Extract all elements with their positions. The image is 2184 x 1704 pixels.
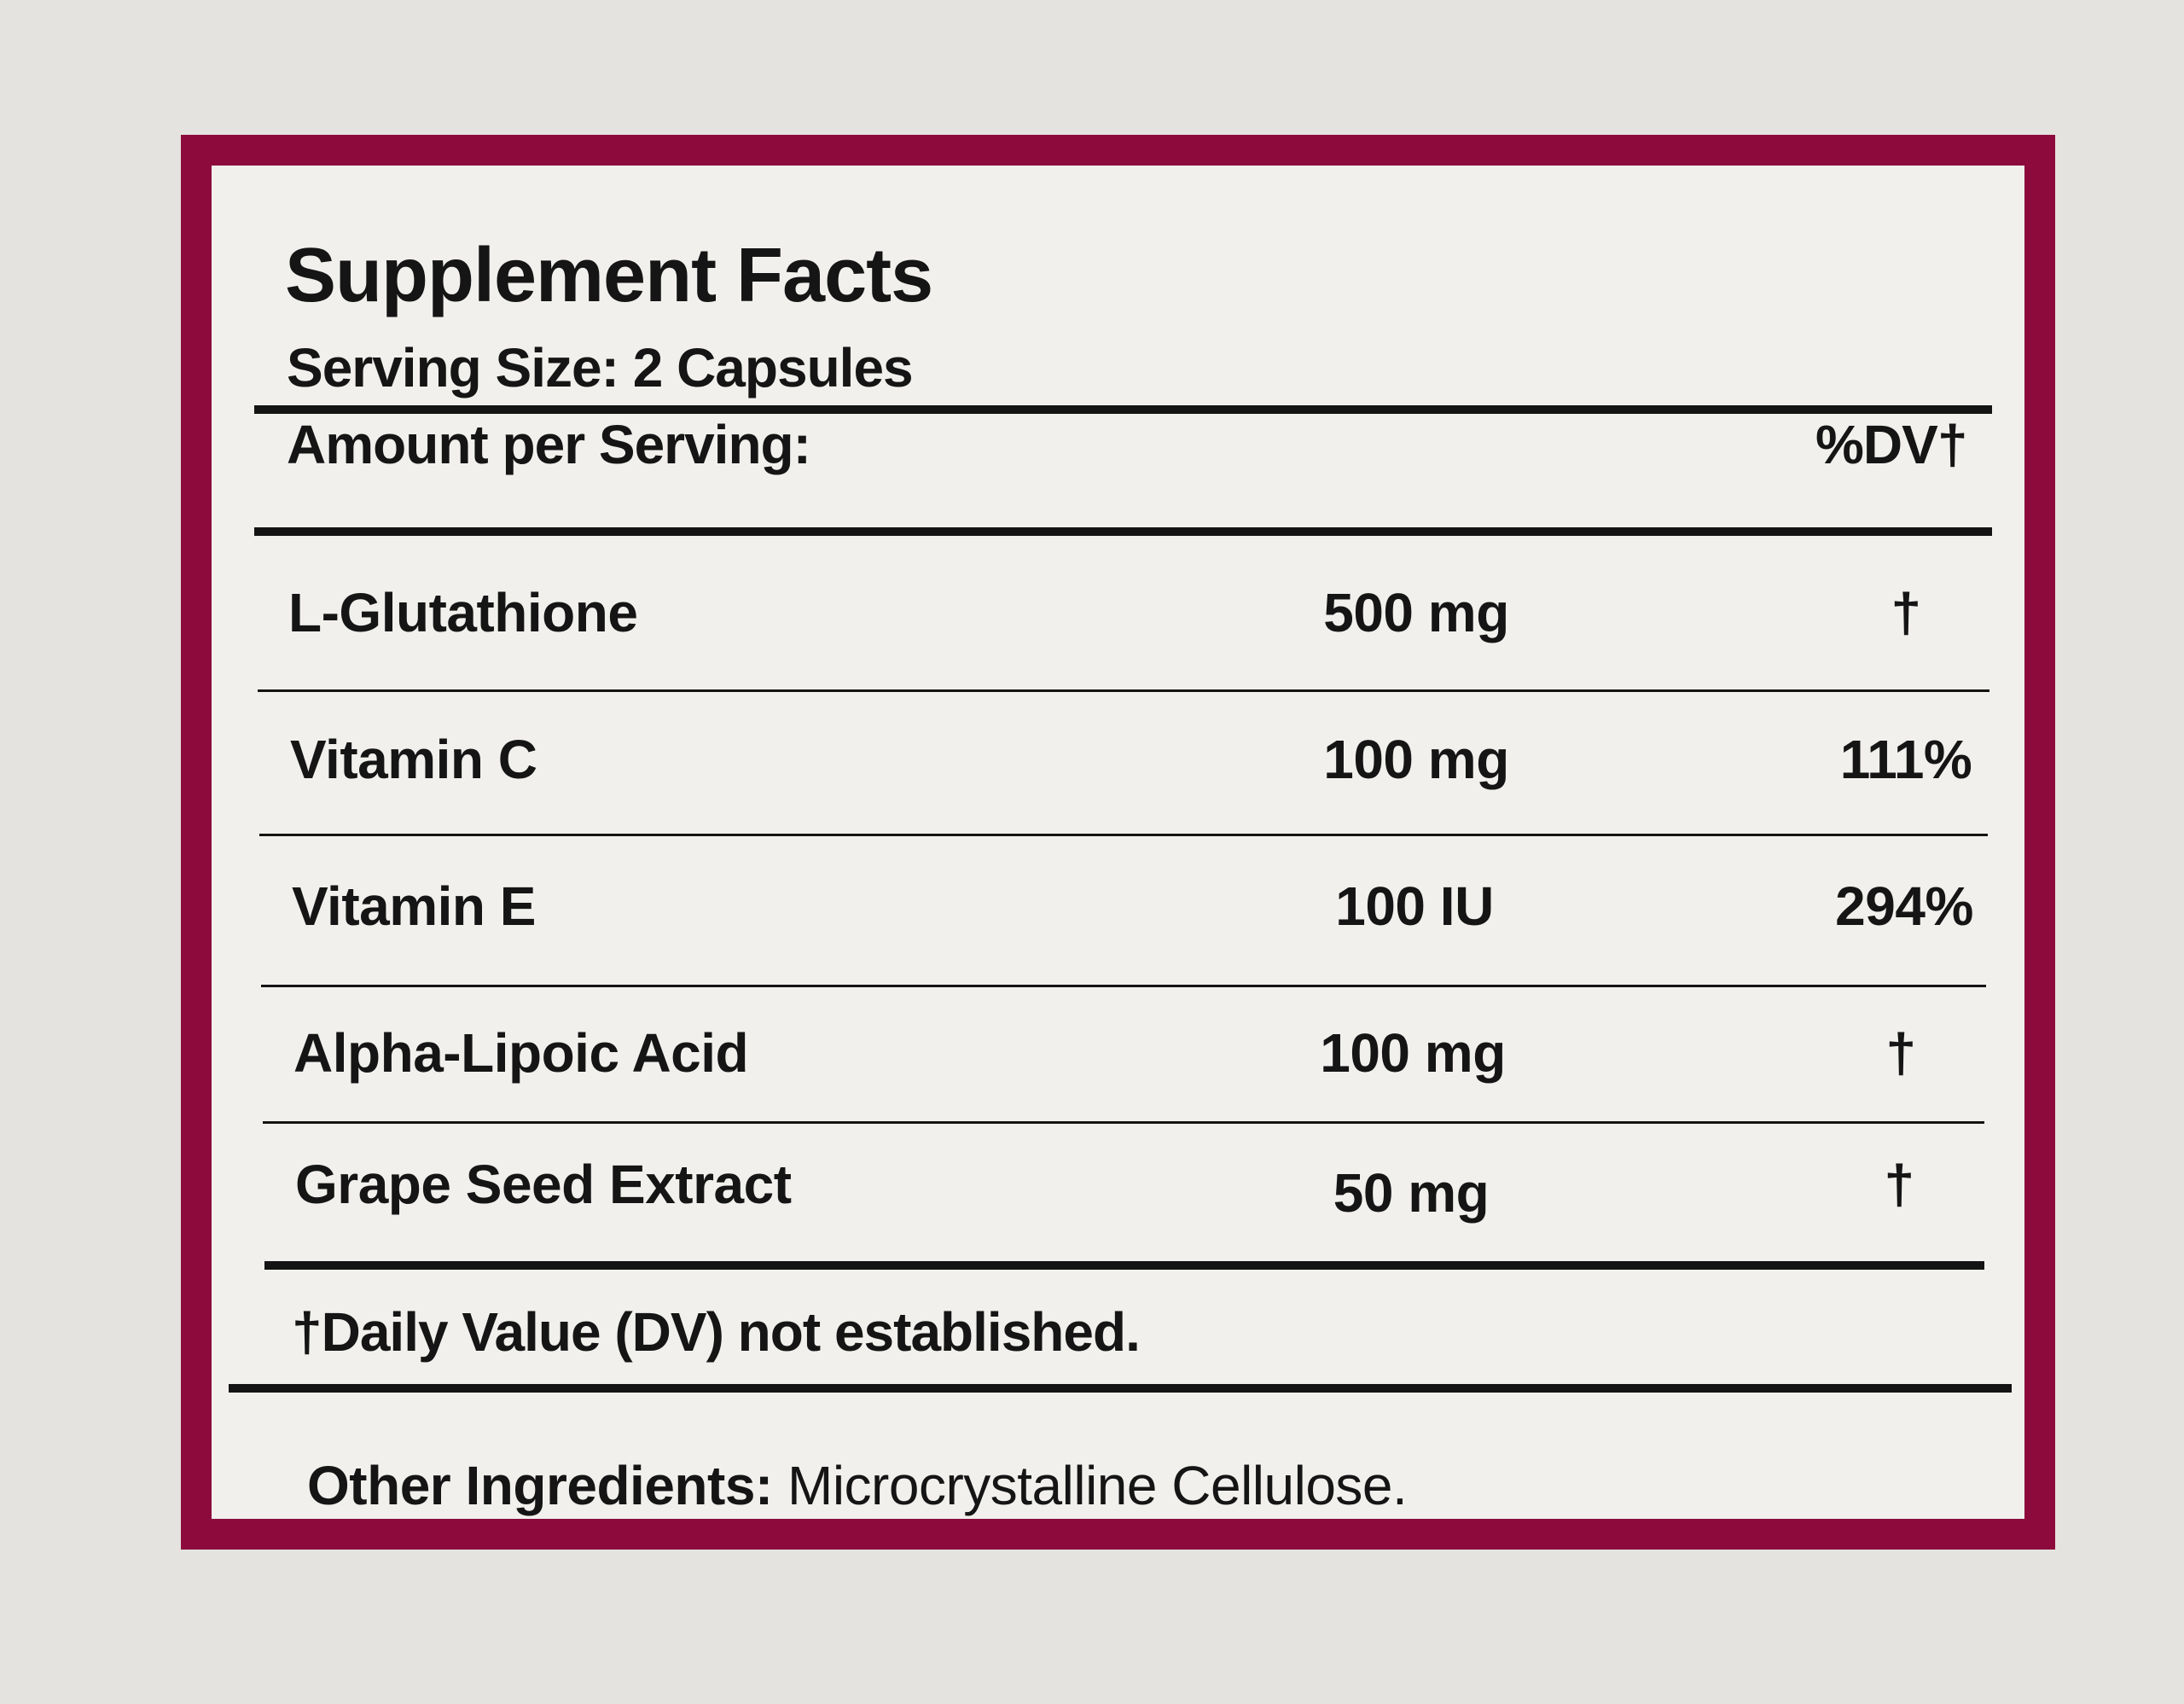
- row-divider: [261, 985, 1986, 987]
- ingredient-name: L-Glutathione: [288, 582, 638, 643]
- supplement-facts-panel: Supplement Facts Serving Size: 2 Capsule…: [181, 135, 2055, 1550]
- row-divider: [263, 1121, 1984, 1124]
- ingredient-dv: 294%: [1835, 875, 1973, 937]
- other-ingredients-value: Microcrystalline Cellulose.: [772, 1455, 1408, 1516]
- dv-footnote: †Daily Value (DV) not established.: [292, 1301, 1141, 1363]
- serving-size: Serving Size: 2 Capsules: [287, 337, 914, 398]
- ingredient-name: Vitamin E: [292, 875, 536, 937]
- row-divider: [258, 689, 1989, 692]
- row-divider: [259, 834, 1988, 836]
- thick-divider: [254, 527, 1992, 536]
- ingredient-dv: †: [1891, 582, 1921, 643]
- ingredient-amount: 50 mg: [1333, 1162, 1490, 1224]
- ingredient-dv: 111%: [1839, 729, 1972, 790]
- dv-header: %DV†: [1815, 414, 1967, 475]
- thick-divider: [264, 1261, 1984, 1270]
- thick-divider: [254, 405, 1992, 414]
- ingredient-amount: 100 IU: [1335, 875, 1494, 937]
- ingredient-name: Alpha-Lipoic Acid: [293, 1022, 749, 1084]
- ingredient-amount: 100 mg: [1323, 729, 1509, 790]
- amount-per-serving-header: Amount per Serving:: [287, 414, 811, 475]
- ingredient-dv: †: [1884, 1154, 1914, 1215]
- thick-divider: [229, 1384, 2012, 1393]
- other-ingredients-label: Other Ingredients:: [307, 1455, 773, 1516]
- other-ingredients: Other Ingredients: Microcrystalline Cell…: [307, 1454, 1408, 1517]
- panel-title: Supplement Facts: [285, 233, 933, 318]
- ingredient-name: Grape Seed Extract: [295, 1154, 792, 1215]
- ingredient-dv: †: [1885, 1022, 1916, 1084]
- ingredient-amount: 100 mg: [1320, 1022, 1506, 1084]
- ingredient-amount: 500 mg: [1323, 582, 1509, 643]
- ingredient-name: Vitamin C: [290, 729, 537, 790]
